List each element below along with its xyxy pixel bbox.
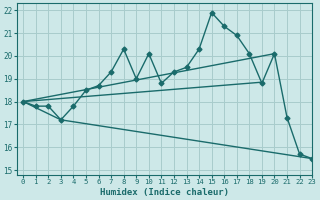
X-axis label: Humidex (Indice chaleur): Humidex (Indice chaleur) bbox=[100, 188, 229, 197]
